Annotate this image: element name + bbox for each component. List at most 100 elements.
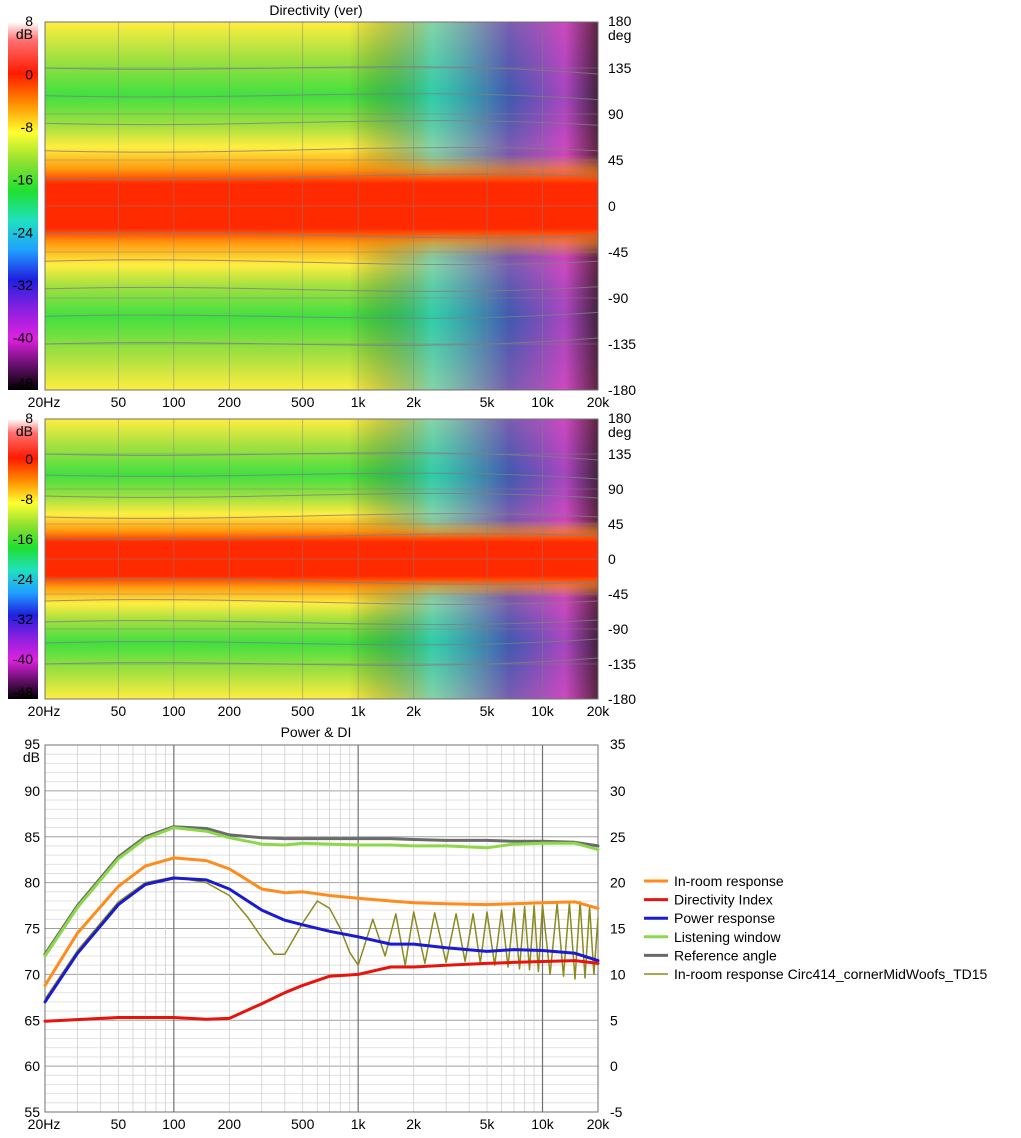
y-tick-label: 85 (24, 829, 40, 845)
y-tick-label: -135 (608, 336, 636, 352)
y-tick-label: 45 (608, 152, 624, 168)
contour-line (44, 513, 599, 519)
colorbar-tick-label: 0 (25, 67, 33, 83)
colorbar-tick-label: -16 (13, 172, 33, 188)
contour-line (44, 120, 599, 126)
colorbar-tick-label: -40 (13, 651, 33, 667)
y-tick-label: -45 (608, 244, 628, 260)
series-line-5 (43, 825, 600, 956)
x-tick-label: 20k (587, 1116, 611, 1132)
y-tick-label: -90 (608, 290, 628, 306)
legend-entry: Listening window (674, 929, 782, 945)
colorbar-tick-label: -24 (13, 224, 33, 240)
x-tick-label: 500 (291, 1116, 315, 1132)
x-tick-label: 10k (531, 703, 555, 719)
y-tick-label: 180 (608, 13, 632, 29)
y2-tick-label: 25 (610, 829, 626, 845)
y-tick-label: 135 (608, 446, 632, 462)
x-tick-label: 50 (111, 1116, 127, 1132)
y2-tick-label: 30 (610, 783, 626, 799)
y-tick-label: -45 (608, 586, 628, 602)
x-tick-label: 2k (406, 1116, 422, 1132)
legend-entry: Reference angle (674, 947, 777, 963)
colorbar-unit: dB (16, 423, 33, 439)
chart-title: Power & DI (281, 724, 352, 740)
y-tick-label: -90 (608, 621, 628, 637)
y-axis-unit: dB (23, 749, 40, 765)
contour-line (44, 578, 599, 585)
x-tick-label: 20Hz (28, 1116, 61, 1132)
x-tick-label: 2k (406, 394, 422, 410)
contour-line (44, 337, 599, 346)
legend-entry: In-room response Circ414_cornerMidWoofs_… (674, 966, 988, 982)
x-tick-label: 50 (111, 394, 127, 410)
colorbar-unit: dB (16, 26, 33, 42)
y2-tick-label: 35 (610, 736, 626, 752)
contour-line (44, 657, 599, 666)
colorbar-tick-label: -16 (13, 531, 33, 547)
x-tick-label: 20k (587, 703, 611, 719)
contour-line (44, 231, 599, 239)
x-tick-label: 1k (351, 703, 367, 719)
y-tick-label: 65 (24, 1012, 40, 1028)
heatmap-1: 8 0 -8 -16 -24 -32 -40 -48 dB 180 135 90 45 0 -45 -90 -1… (8, 2, 636, 410)
colorbar: 8 0 -8 -16 -24 -32 -40 -48 dB (8, 13, 38, 391)
y-tick-label: 55 (24, 1104, 40, 1120)
y2-tick-label: 5 (610, 1012, 618, 1028)
y2-tick-label: 0 (610, 1058, 618, 1074)
y-tick-label: 90 (608, 481, 624, 497)
x-tick-label: 20Hz (28, 394, 61, 410)
x-tick-label: 1k (351, 1116, 367, 1132)
series-line-2 (43, 959, 600, 1023)
x-tick-label: 5k (480, 394, 496, 410)
y-tick-label: -135 (608, 656, 636, 672)
colorbar-tick-label: -8 (21, 119, 34, 135)
contour-line (44, 533, 599, 540)
series-line-3 (43, 876, 600, 1004)
x-tick-label: 20k (587, 394, 611, 410)
x-tick-label: 100 (162, 1116, 186, 1132)
contour-line (44, 93, 599, 101)
y-tick-label: 0 (608, 198, 616, 214)
colorbar-tick-label: -48 (13, 375, 33, 391)
contour-line (44, 452, 599, 461)
x-tick-label: 100 (162, 394, 186, 410)
colorbar-tick-label: -8 (21, 491, 34, 507)
plot-frame (44, 21, 599, 391)
colorbar-tick-label: -40 (13, 329, 33, 345)
y-axis-unit: deg (608, 27, 631, 43)
series-line-4 (43, 826, 600, 958)
x-tick-label: 5k (480, 1116, 496, 1132)
y-tick-label: 95 (24, 736, 40, 752)
y-tick-label: 80 (24, 875, 40, 891)
contour-line (44, 599, 599, 605)
y-tick-label: 75 (24, 921, 40, 937)
y-tick-label: 70 (24, 966, 40, 982)
x-tick-label: 5k (480, 703, 496, 719)
y-tick-label: -180 (608, 382, 636, 398)
plot-frame (44, 744, 599, 1113)
colorbar-tick-label: -24 (13, 571, 33, 587)
contour-line (44, 173, 599, 181)
plot-frame (44, 418, 599, 700)
x-tick-label: 2k (406, 703, 422, 719)
x-tick-label: 10k (531, 1116, 555, 1132)
contour-line (44, 619, 599, 626)
legend-entry: Directivity Index (674, 892, 773, 908)
x-tick-label: 1k (351, 394, 367, 410)
colorbar-tick-label: -32 (13, 611, 33, 627)
legend-entry: In-room response (674, 873, 784, 889)
contour-line (44, 66, 599, 75)
contour-line (44, 492, 599, 499)
contour-line (44, 146, 599, 153)
colorbar-gradient (8, 419, 38, 699)
x-tick-label: 50 (111, 703, 127, 719)
y2-tick-label: 15 (610, 921, 626, 937)
y-tick-label: 90 (24, 783, 40, 799)
contour-line (44, 472, 599, 480)
contour-line (44, 638, 599, 646)
y-tick-label: 0 (608, 551, 616, 567)
colorbar-tick-label: 0 (25, 451, 33, 467)
x-tick-label: 10k (531, 394, 555, 410)
